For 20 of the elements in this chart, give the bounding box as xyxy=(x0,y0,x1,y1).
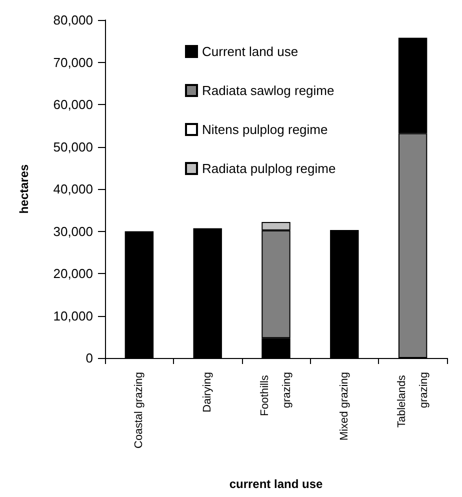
y-tick-label: 20,000 xyxy=(53,266,93,281)
legend-label: Radiata pulplog regime xyxy=(202,161,336,176)
y-tick-label: 0 xyxy=(86,350,93,366)
x-tick-label: Mixed grazing xyxy=(338,372,350,440)
x-tick-label: Coastal grazing xyxy=(133,372,146,448)
x-tick-label: Dairying xyxy=(202,372,214,412)
x-tick-label: Foothills grazing xyxy=(259,372,293,416)
legend-label: Current land use xyxy=(202,44,298,59)
x-tick-label: Tablelands grazing xyxy=(396,372,430,428)
y-axis-title: hectares xyxy=(17,164,31,214)
y-tick-label: 60,000 xyxy=(53,97,93,112)
legend-label: Nitens pulplog regime xyxy=(202,122,328,137)
y-tick-label: 40,000 xyxy=(53,182,93,196)
y-tick-label: 50,000 xyxy=(53,139,93,154)
y-tick-label: 70,000 xyxy=(53,54,93,70)
legend-label: Radiata sawlog regime xyxy=(202,83,334,98)
y-tick-label: 80,000 xyxy=(53,12,93,28)
x-axis-title: current land use xyxy=(229,477,324,491)
y-tick-label: 10,000 xyxy=(53,308,93,324)
y-tick-label: 30,000 xyxy=(53,224,93,239)
